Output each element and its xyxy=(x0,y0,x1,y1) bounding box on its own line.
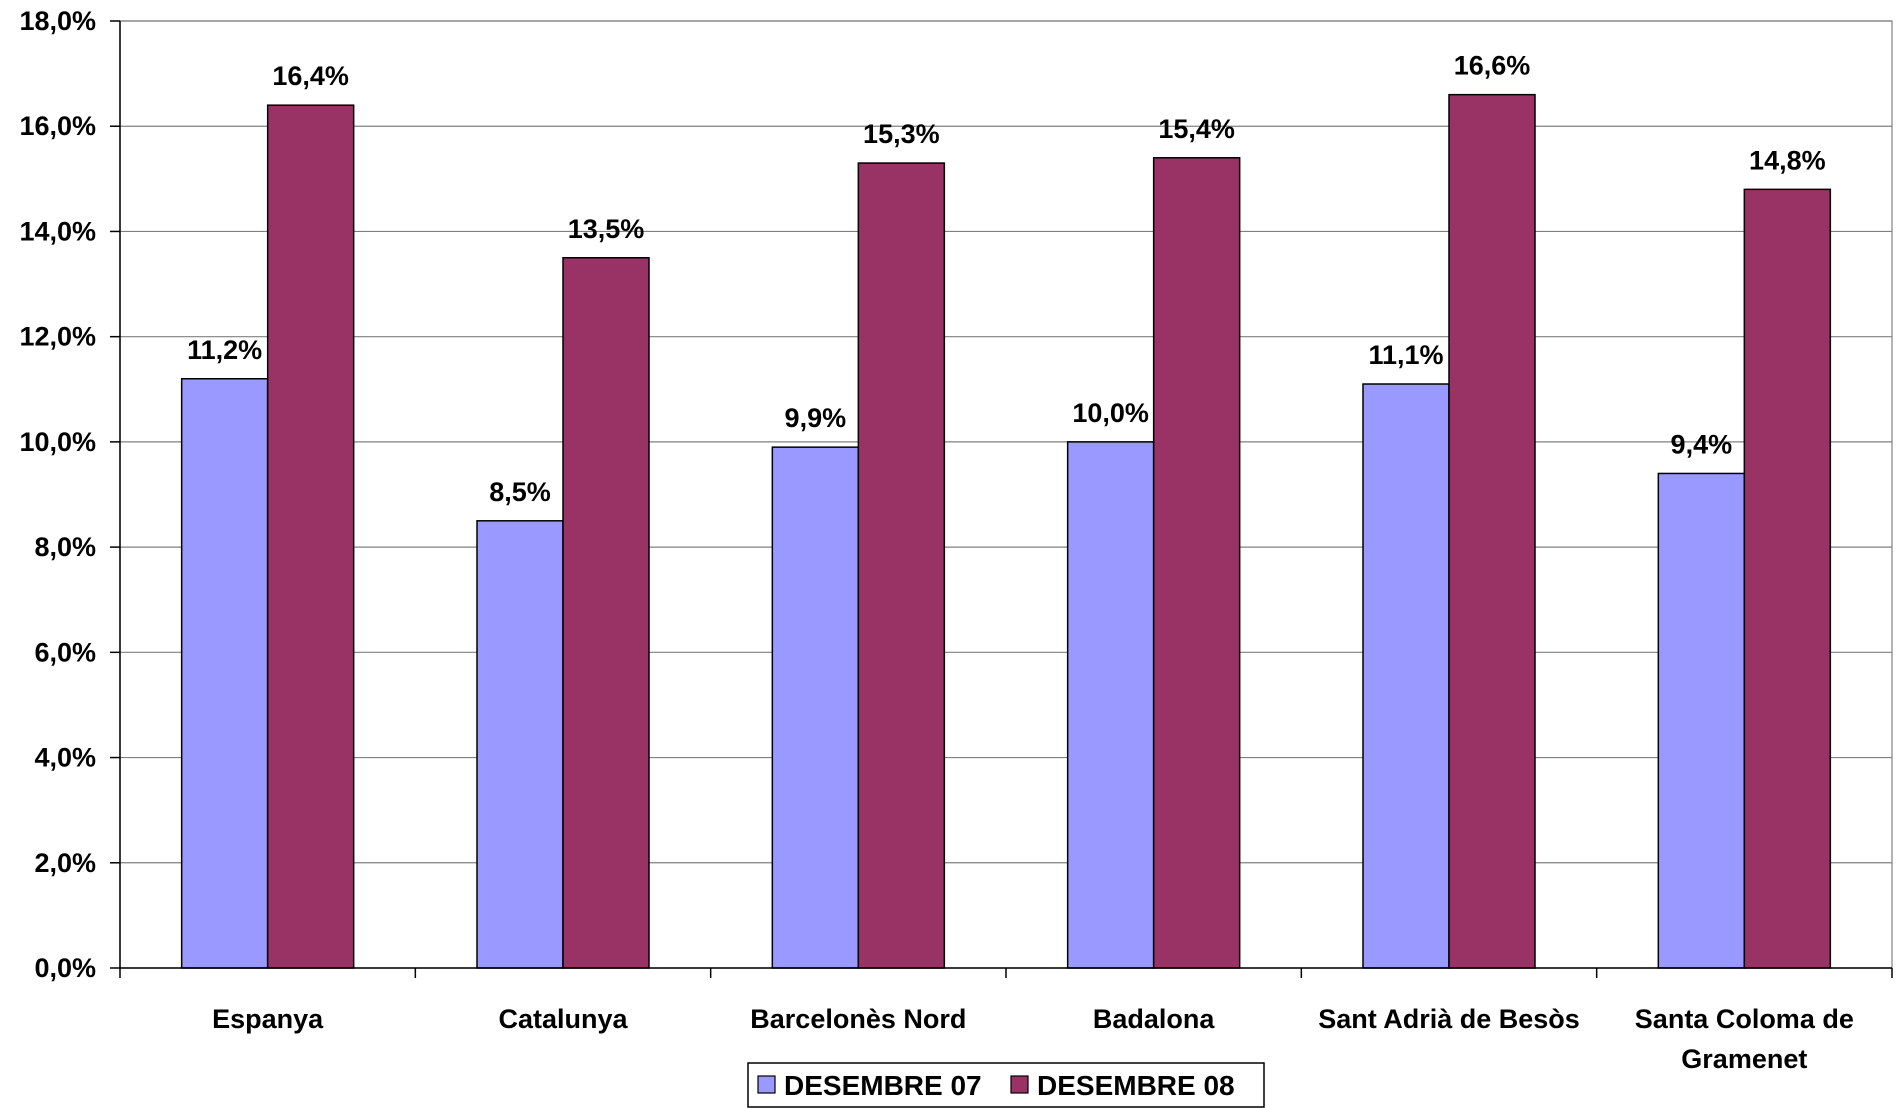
data-label: 8,5% xyxy=(489,477,551,507)
bar xyxy=(771,446,860,969)
y-tick-label: 10,0% xyxy=(19,427,96,457)
data-label: 15,4% xyxy=(1158,114,1235,144)
category-label: Gramenet xyxy=(1681,1044,1807,1074)
bar xyxy=(1152,157,1241,969)
y-tick-label: 0,0% xyxy=(34,953,96,983)
data-label: 11,2% xyxy=(187,335,262,365)
data-label: 15,3% xyxy=(863,119,940,149)
category-label: Catalunya xyxy=(498,1004,628,1034)
legend-swatch xyxy=(757,1075,776,1094)
legend-label: DESEMBRE 08 xyxy=(1037,1070,1235,1101)
data-label: 16,4% xyxy=(272,61,349,91)
y-tick-label: 2,0% xyxy=(34,848,96,878)
data-label: 9,4% xyxy=(1671,429,1733,459)
labels: 0,0% 2,0% 4,0% 6,0% 8,0% 10,0% 12,0% 14,0% 16,0%… xyxy=(19,6,1853,1074)
bars xyxy=(180,93,1832,969)
y-tick-label: 8,0% xyxy=(34,532,96,562)
legend-box xyxy=(747,1062,1265,1108)
bar xyxy=(1448,93,1536,969)
bar xyxy=(857,162,946,969)
grid-lines xyxy=(119,20,1893,969)
legend: DESEMBRE 07 DESEMBRE 08 xyxy=(747,1062,1265,1108)
bar xyxy=(1066,441,1155,969)
y-tick-label: 18,0% xyxy=(19,6,96,36)
plot-area-border xyxy=(119,20,1893,969)
category-label: Sant Adrià de Besòs xyxy=(1318,1004,1580,1034)
bar xyxy=(562,257,650,969)
data-label: 16,6% xyxy=(1454,51,1531,81)
bar xyxy=(1362,383,1450,969)
bar xyxy=(266,104,355,969)
data-label: 13,5% xyxy=(568,214,645,244)
y-tick-label: 12,0% xyxy=(19,322,96,352)
y-tick-label: 6,0% xyxy=(34,637,96,667)
bar xyxy=(180,378,269,969)
y-tick-label: 14,0% xyxy=(19,216,96,246)
legend-swatch xyxy=(1010,1075,1029,1094)
y-tick-label: 16,0% xyxy=(19,111,96,141)
category-label: Espanya xyxy=(212,1004,324,1034)
bar xyxy=(476,520,564,969)
data-label: 14,8% xyxy=(1749,145,1826,175)
axes xyxy=(110,20,1893,978)
legend-label: DESEMBRE 07 xyxy=(784,1070,982,1101)
data-label: 11,1% xyxy=(1368,340,1443,370)
category-label: Badalona xyxy=(1093,1004,1216,1034)
category-label: Barcelonès Nord xyxy=(750,1004,966,1034)
data-label: 10,0% xyxy=(1072,398,1149,428)
bar xyxy=(1743,188,1832,969)
y-tick-label: 4,0% xyxy=(34,743,96,773)
category-label: Santa Coloma de xyxy=(1635,1004,1854,1034)
data-label: 9,9% xyxy=(785,403,847,433)
bar xyxy=(1657,472,1746,969)
